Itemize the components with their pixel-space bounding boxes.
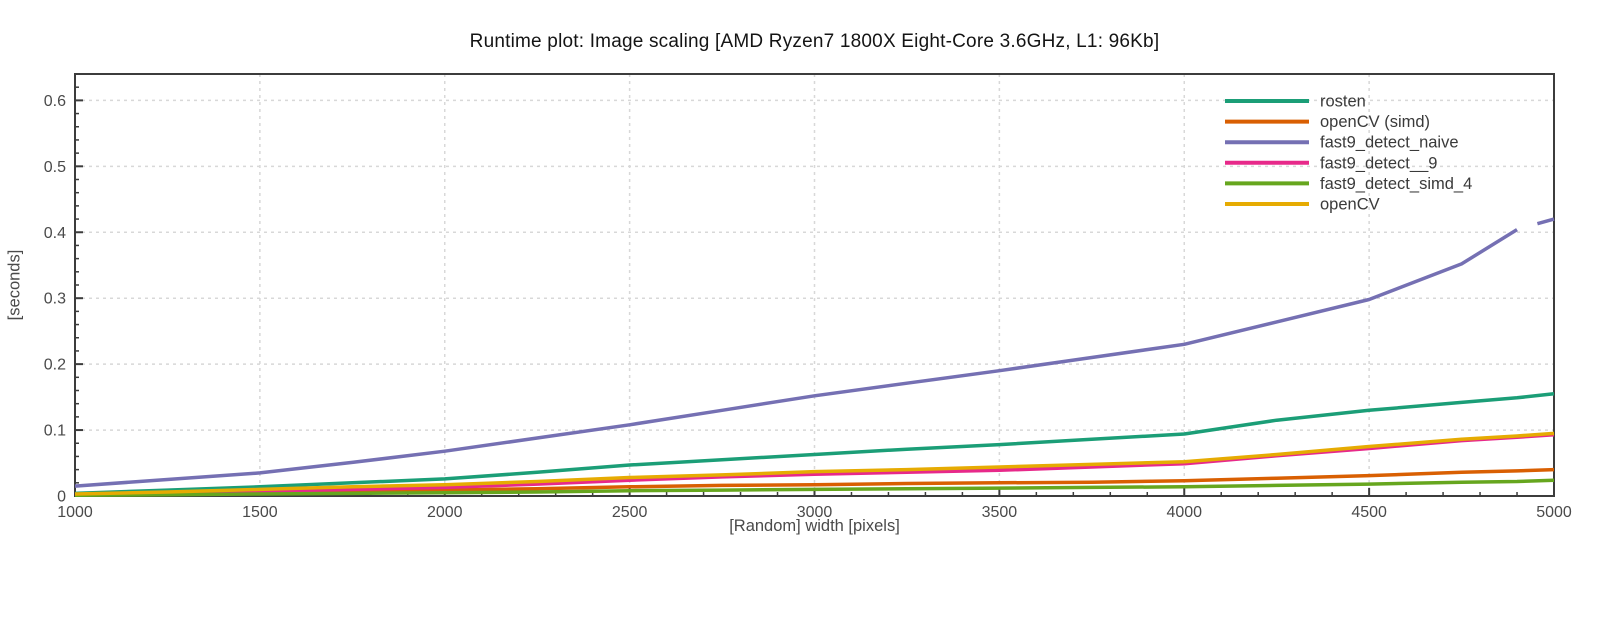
legend-label-fast9-detect-naive: fast9_detect_naive xyxy=(1320,134,1459,152)
legend-label-opencv: openCV xyxy=(1320,196,1380,214)
y-tick-label: 0.5 xyxy=(44,159,66,176)
x-tick-label: 2500 xyxy=(612,504,648,521)
x-tick-label: 5000 xyxy=(1536,504,1572,521)
series-line-fast9-detect-naive xyxy=(1536,217,1555,226)
x-tick-label: 1500 xyxy=(242,504,278,521)
y-tick-label: 0.3 xyxy=(44,291,66,308)
x-tick-label: 2000 xyxy=(427,504,463,521)
y-tick-label: 0 xyxy=(57,489,66,506)
series-line-opencv xyxy=(74,431,1555,496)
x-axis-label: [Random] width [pixels] xyxy=(729,517,900,535)
x-tick-label: 4500 xyxy=(1351,504,1387,521)
x-tick-label: 4000 xyxy=(1166,504,1202,521)
series-line-rosten xyxy=(74,392,1555,496)
x-tick-label: 3500 xyxy=(982,504,1018,521)
series-line-fast9-detect-simd-4 xyxy=(74,478,1555,498)
series-line-fast9-detect-9 xyxy=(74,432,1555,497)
legend-label-rosten: rosten xyxy=(1320,93,1366,111)
plot-frame xyxy=(74,73,1555,497)
y-axis-label: [seconds] xyxy=(5,249,24,321)
y-tick-label: 0.6 xyxy=(44,93,66,110)
series-line-opencv-simd- xyxy=(74,467,1555,497)
legend-label-fast9-detect-9: fast9_detect__9 xyxy=(1320,154,1437,172)
legend-label-fast9-detect-simd-4: fast9_detect_simd_4 xyxy=(1320,175,1472,193)
x-tick-label: 3000 xyxy=(797,504,833,521)
y-tick-label: 0.4 xyxy=(44,225,66,242)
chart-title: Runtime plot: Image scaling [AMD Ryzen7 … xyxy=(469,31,1160,52)
y-tick-label: 0.1 xyxy=(44,423,66,440)
y-tick-label: 0.2 xyxy=(44,357,66,374)
x-tick-label: 1000 xyxy=(57,504,93,521)
legend-label-opencv-simd-: openCV (simd) xyxy=(1320,113,1430,131)
series-line-fast9-detect-naive xyxy=(74,228,1518,488)
